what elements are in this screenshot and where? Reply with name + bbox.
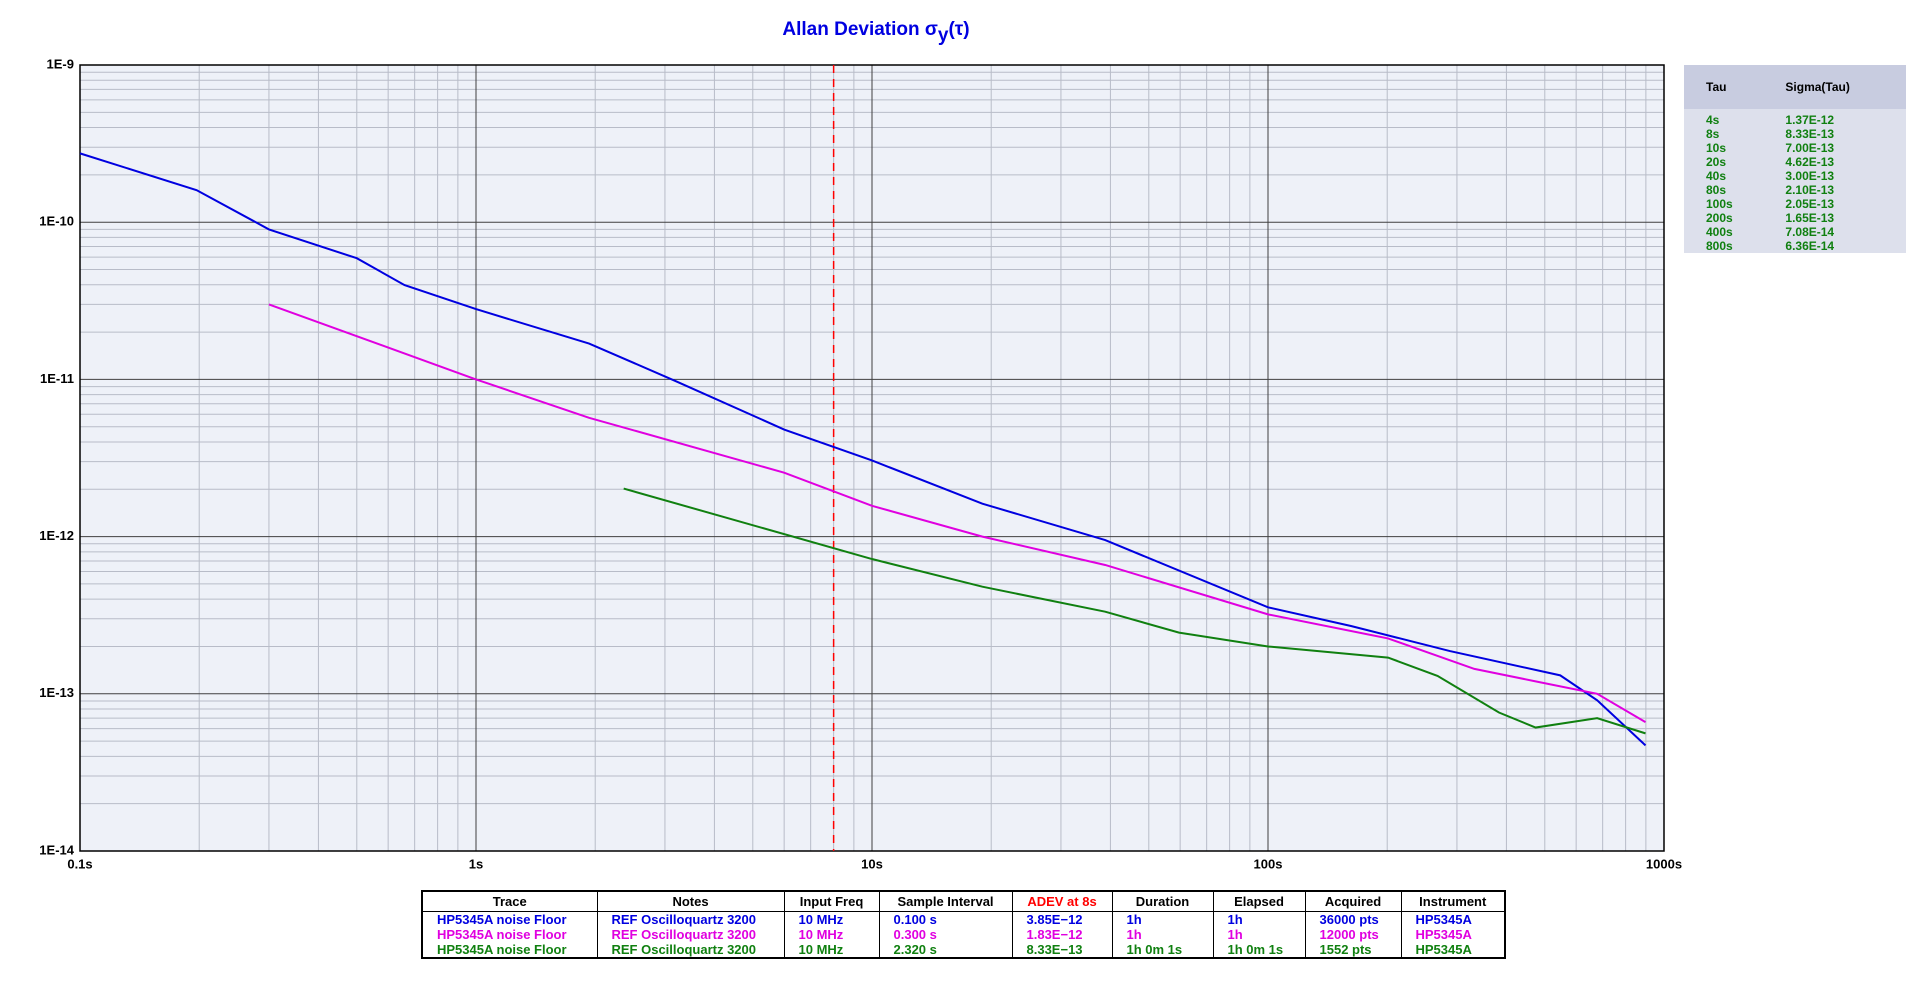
table-cell: 36000 pts: [1304, 911, 1402, 927]
table-cell: 8.33E-13: [1785, 127, 1835, 141]
x-tick-label: 100s: [1254, 856, 1283, 871]
header-cell: Sample Interval: [878, 890, 1013, 912]
table-cell: HP5345A noise Floor: [421, 927, 598, 942]
table-cell: 20s: [1706, 155, 1727, 169]
header-cell: Elapsed: [1212, 890, 1306, 912]
header-cell: Notes: [596, 890, 785, 912]
table-cell: 200s: [1706, 211, 1733, 225]
table-cell: 8.33E−13: [1011, 942, 1113, 958]
x-tick-label: 0.1s: [67, 856, 92, 871]
table-cell: 1.65E-13: [1785, 211, 1835, 225]
header-cell: ADEV at 8s: [1011, 890, 1113, 912]
series-line: [268, 303, 1647, 724]
table-cell: 12000 pts: [1304, 927, 1402, 942]
table-row: 100s 2.05E-13: [1684, 197, 1906, 211]
header-cell: Instrument: [1400, 890, 1506, 912]
table-cell: 1h: [1111, 911, 1214, 927]
table-cell: REF Oscilloquartz 3200: [596, 927, 785, 942]
legend-table: Trace Notes Input Freq Sample Interval ADEV …: [421, 890, 1506, 959]
table-cell: HP5345A noise Floor: [421, 942, 598, 958]
title-sub: y: [938, 25, 949, 46]
chart-title: Allan Deviation σy(τ): [782, 19, 969, 46]
y-tick-label: 1E-11: [40, 371, 74, 386]
table-row: 20s 4.62E-13: [1684, 155, 1906, 169]
header-cell: Input Freq: [783, 890, 880, 912]
header-cell: Trace: [421, 890, 598, 912]
y-tick-label: 1E-10: [39, 214, 74, 229]
table-cell: 4.62E-13: [1785, 155, 1835, 169]
tau-table: Tau Sigma(Tau) 4s 1.37E-12 8s 8.33E-13 10s 7.00…: [1684, 65, 1906, 253]
table-cell: 40s: [1706, 169, 1727, 183]
table-cell: REF Oscilloquartz 3200: [596, 942, 785, 958]
table-row: 800s 6.36E-14: [1684, 239, 1906, 253]
table-row: 400s 7.08E-14: [1684, 225, 1906, 239]
table-cell: HP5345A noise Floor: [421, 911, 598, 927]
title-main: Allan Deviation σ: [782, 19, 938, 40]
table-cell: HP5345A: [1400, 927, 1506, 942]
table-cell: HP5345A: [1400, 911, 1506, 927]
header-cell: Acquired: [1304, 890, 1402, 912]
table-cell: 1.37E-12: [1785, 113, 1835, 127]
table-cell: 4s: [1706, 113, 1720, 127]
table-cell: 2.10E-13: [1785, 183, 1835, 197]
x-tick-label: 1s: [469, 856, 483, 871]
x-tick-label: 10s: [861, 856, 883, 871]
table-cell: 8s: [1706, 127, 1720, 141]
table-cell: 100s: [1706, 197, 1733, 211]
table-row: HP5345A noise Floor REF Oscilloquartz 320…: [421, 911, 1506, 927]
table-cell: 1h 0m 1s: [1111, 942, 1214, 958]
table-cell: 6.36E-14: [1785, 239, 1835, 253]
y-tick-label: 1E-14: [39, 842, 74, 857]
y-tick-label: 1E-13: [39, 685, 74, 700]
table-row: 80s 2.10E-13: [1684, 183, 1906, 197]
table-cell: 3.85E−12: [1011, 911, 1113, 927]
table-row: 8s 8.33E-13: [1684, 127, 1906, 141]
y-tick-label: 1E-12: [39, 528, 74, 543]
table-cell: 10 MHz: [783, 911, 880, 927]
series-line: [623, 487, 1646, 735]
title-end: (τ): [948, 19, 969, 40]
plot-frame: [79, 64, 1665, 852]
table-cell: 0.300 s: [878, 927, 1013, 942]
table-row: 10s 7.00E-13: [1684, 141, 1906, 155]
table-cell: 10 MHz: [783, 927, 880, 942]
table-cell: REF Oscilloquartz 3200: [596, 911, 785, 927]
chart: Allan Deviation σy(τ) 0.1s 1s 10s 100s 1000s…: [39, 19, 1682, 871]
header-cell: Sigma(Tau): [1763, 65, 1906, 109]
table-row: HP5345A noise Floor REF Oscilloquartz 320…: [421, 927, 1506, 942]
table-cell: 1.83E−12: [1011, 927, 1113, 942]
table-cell: 2.320 s: [878, 942, 1013, 958]
table-cell: 10s: [1706, 141, 1727, 155]
table-cell: 400s: [1706, 225, 1733, 239]
table-cell: 1h: [1111, 927, 1214, 942]
table-row: 200s 1.65E-13: [1684, 211, 1906, 225]
table-cell: 10 MHz: [783, 942, 880, 958]
table-cell: 7.08E-14: [1785, 225, 1835, 239]
table-cell: 7.00E-13: [1785, 141, 1835, 155]
table-cell: 1552 pts: [1304, 942, 1402, 958]
table-cell: 1h 0m 1s: [1212, 942, 1306, 958]
table-cell: 1h: [1212, 927, 1306, 942]
table-cell: 0.100 s: [878, 911, 1013, 927]
table-cell: 3.00E-13: [1785, 169, 1835, 183]
table-cell: 800s: [1706, 239, 1733, 253]
table-row: 40s 3.00E-13: [1684, 169, 1906, 183]
table-row: HP5345A noise Floor REF Oscilloquartz 320…: [421, 942, 1506, 958]
header-cell: Duration: [1111, 890, 1214, 912]
table-cell: 2.05E-13: [1785, 197, 1835, 211]
header-cell: Tau: [1684, 65, 1764, 109]
table-cell: 1h: [1212, 911, 1306, 927]
y-tick-label: 1E-9: [47, 56, 74, 71]
x-tick-label: 1000s: [1646, 856, 1682, 871]
table-cell: 80s: [1706, 183, 1727, 197]
series-line: [79, 152, 1647, 747]
table-row: 4s 1.37E-12: [1684, 109, 1906, 127]
table-cell: HP5345A: [1400, 942, 1506, 958]
